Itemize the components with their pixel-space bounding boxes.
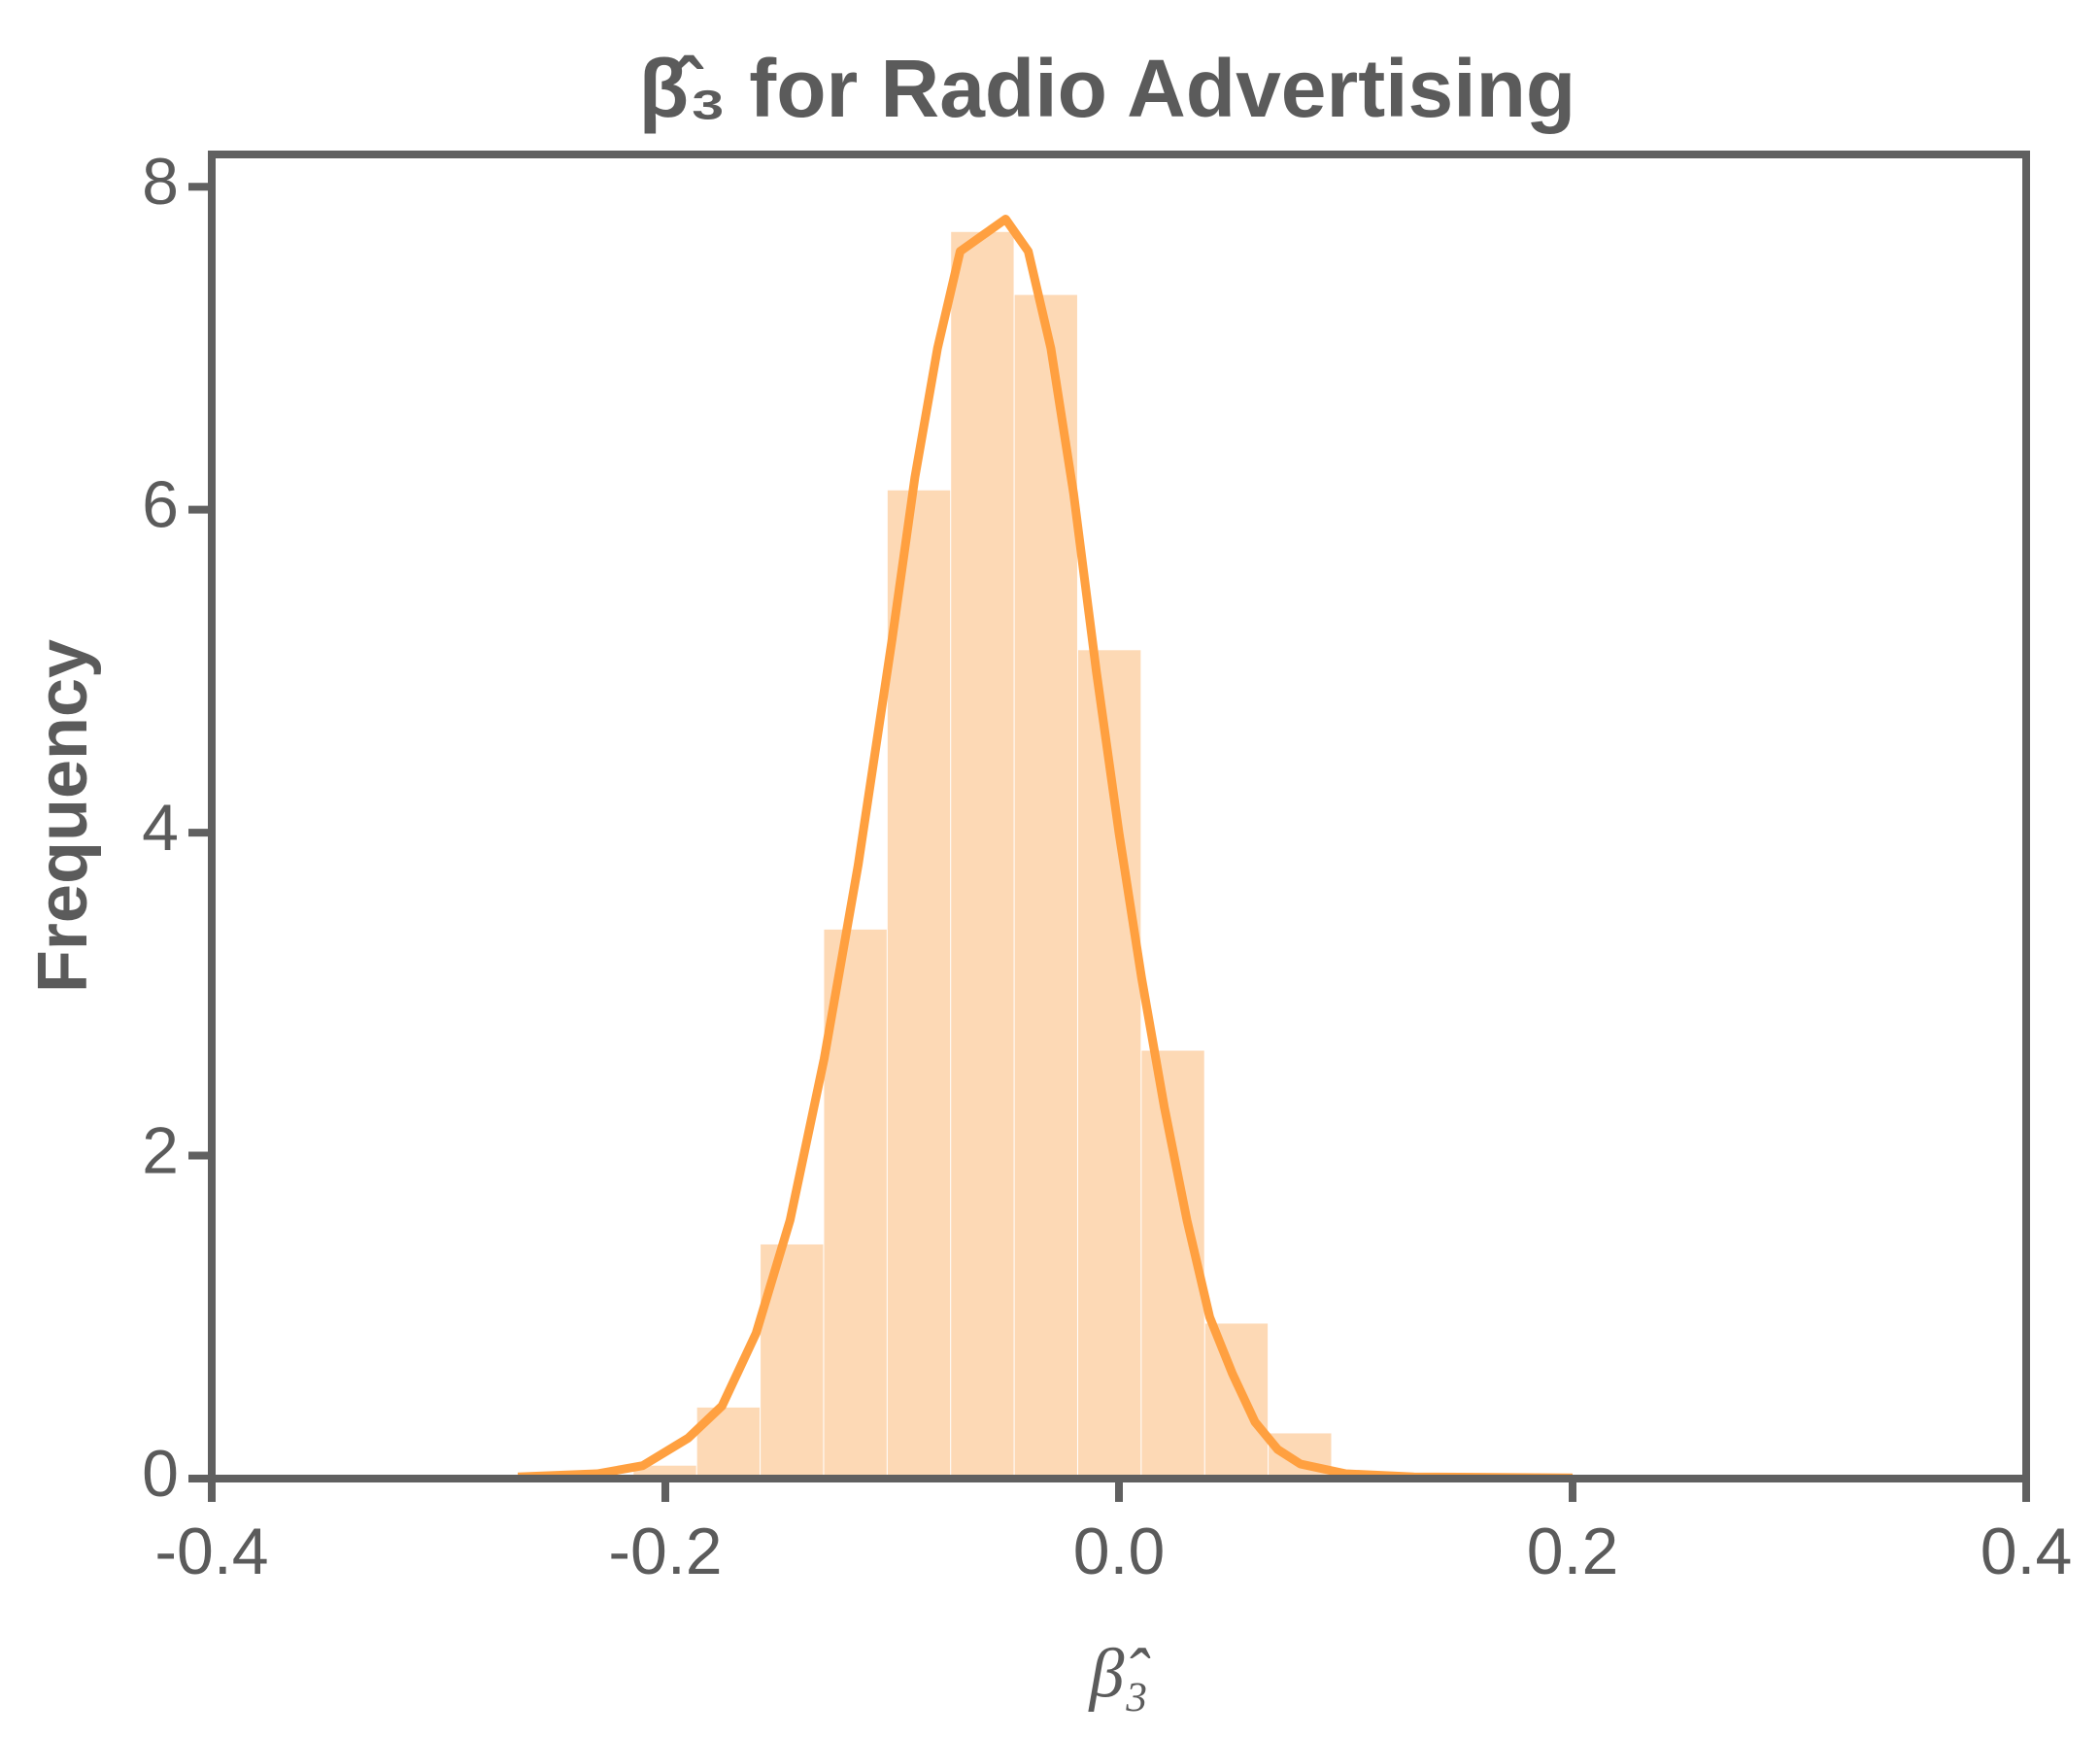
y-axis-label: Frequency	[24, 639, 102, 993]
histogram-bar	[1204, 1323, 1269, 1479]
histogram-bar	[951, 231, 1014, 1479]
x-tick-label: -0.2	[608, 1515, 722, 1588]
y-tick-label: 0	[142, 1437, 179, 1511]
x-axis-label: β̂₃	[1088, 1635, 1151, 1713]
y-tick-label: 2	[142, 1114, 179, 1188]
x-tick-label: -0.4	[154, 1515, 268, 1588]
x-tick-label: 0.2	[1527, 1515, 1619, 1588]
x-tick-label: 0.0	[1073, 1515, 1166, 1588]
histogram-bar	[1014, 294, 1077, 1479]
y-tick-label: 6	[142, 468, 179, 542]
y-tick-label: 4	[142, 791, 179, 865]
chart-title: β̂₃ for Radio Advertising	[639, 43, 1575, 134]
kde-line	[518, 215, 1574, 1482]
histogram-bar	[887, 490, 951, 1479]
y-tick-label: 8	[142, 145, 179, 219]
x-tick-label: 0.4	[1981, 1515, 2073, 1588]
